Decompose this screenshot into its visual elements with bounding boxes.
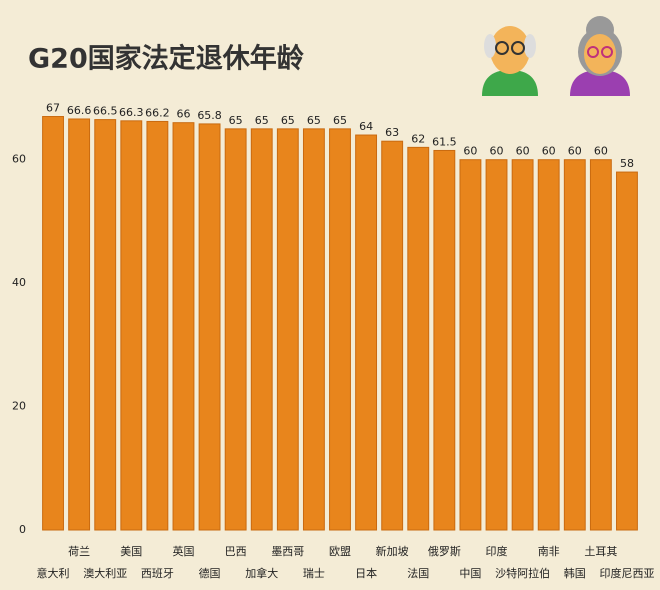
- value-label: 60: [463, 145, 477, 158]
- y-tick-label: 60: [12, 153, 26, 166]
- value-label: 61.5: [432, 135, 457, 148]
- value-label: 66.3: [119, 106, 144, 119]
- x-tick-label: 印度: [486, 544, 508, 558]
- bar: [459, 159, 482, 531]
- grandma-icon: [570, 16, 630, 96]
- bar: [198, 123, 221, 531]
- bar: [537, 159, 560, 531]
- x-tick-label: 墨西哥: [271, 545, 304, 558]
- y-tick-label: 0: [19, 523, 26, 536]
- y-tick-label: 20: [12, 400, 26, 413]
- x-tick-label: 德国: [199, 566, 221, 580]
- bar: [224, 128, 247, 531]
- bar: [172, 122, 195, 531]
- value-label: 65.8: [197, 109, 222, 122]
- bar: [42, 116, 64, 531]
- bar: [355, 134, 378, 531]
- x-tick-label: 韩国: [564, 566, 586, 580]
- bar: [120, 120, 143, 531]
- x-tick-label: 瑞士: [303, 566, 325, 580]
- x-tick-label: 法国: [407, 566, 429, 580]
- value-label: 60: [516, 145, 530, 158]
- x-tick-label: 印度尼西亚: [599, 566, 654, 580]
- chart-title: G20国家法定退休年龄: [28, 43, 305, 75]
- grandpa-icon: [482, 26, 538, 96]
- value-label: 66.5: [93, 105, 118, 118]
- value-label: 66: [176, 108, 190, 121]
- value-label: 63: [385, 126, 399, 139]
- value-label: 60: [594, 145, 608, 158]
- value-label: 65: [333, 114, 347, 127]
- value-label: 65: [281, 114, 295, 127]
- value-label: 66.6: [67, 104, 92, 117]
- x-tick-label: 巴西: [225, 545, 247, 558]
- x-tick-label: 西班牙: [141, 567, 174, 580]
- bar: [485, 159, 508, 531]
- bar: [589, 159, 612, 531]
- value-label: 65: [229, 114, 243, 127]
- x-tick-label: 新加坡: [376, 544, 409, 558]
- x-tick-label: 日本: [355, 566, 377, 580]
- value-label: 62: [411, 132, 425, 145]
- bar: [302, 128, 325, 531]
- value-label: 67: [46, 102, 60, 115]
- bar: [250, 128, 273, 531]
- x-tick-label: 澳大利亚: [83, 566, 127, 580]
- x-tick-label: 沙特阿拉伯: [495, 566, 550, 580]
- value-label: 65: [255, 114, 269, 127]
- value-label: 66.2: [145, 106, 170, 119]
- bar: [616, 171, 638, 531]
- bar: [381, 140, 404, 531]
- bar: [563, 159, 586, 531]
- y-tick-label: 40: [12, 276, 26, 289]
- value-label: 60: [542, 145, 556, 158]
- bar: [329, 128, 351, 531]
- bar: [407, 146, 430, 531]
- value-label: 58: [620, 157, 634, 170]
- bar: [94, 119, 117, 531]
- x-tick-label: 荷兰: [68, 545, 90, 558]
- x-tick-label: 中国: [459, 567, 481, 580]
- bar: [433, 149, 456, 531]
- x-tick-label: 欧盟: [329, 545, 351, 558]
- value-label: 65: [307, 114, 321, 127]
- value-label: 60: [568, 145, 582, 158]
- x-tick-label: 南非: [538, 545, 560, 558]
- bar: [68, 118, 91, 531]
- x-tick-label: 俄罗斯: [428, 545, 461, 558]
- bar: [146, 120, 169, 531]
- x-tick-label: 加拿大: [245, 566, 278, 580]
- bar: [511, 159, 534, 531]
- x-tick-label: 美国: [120, 545, 142, 558]
- value-label: 64: [359, 120, 373, 133]
- x-tick-label: 土耳其: [584, 545, 617, 558]
- x-tick-label: 英国: [172, 544, 194, 558]
- x-tick-label: 意大利: [37, 566, 70, 580]
- value-label: 60: [490, 145, 504, 158]
- bar: [276, 128, 299, 531]
